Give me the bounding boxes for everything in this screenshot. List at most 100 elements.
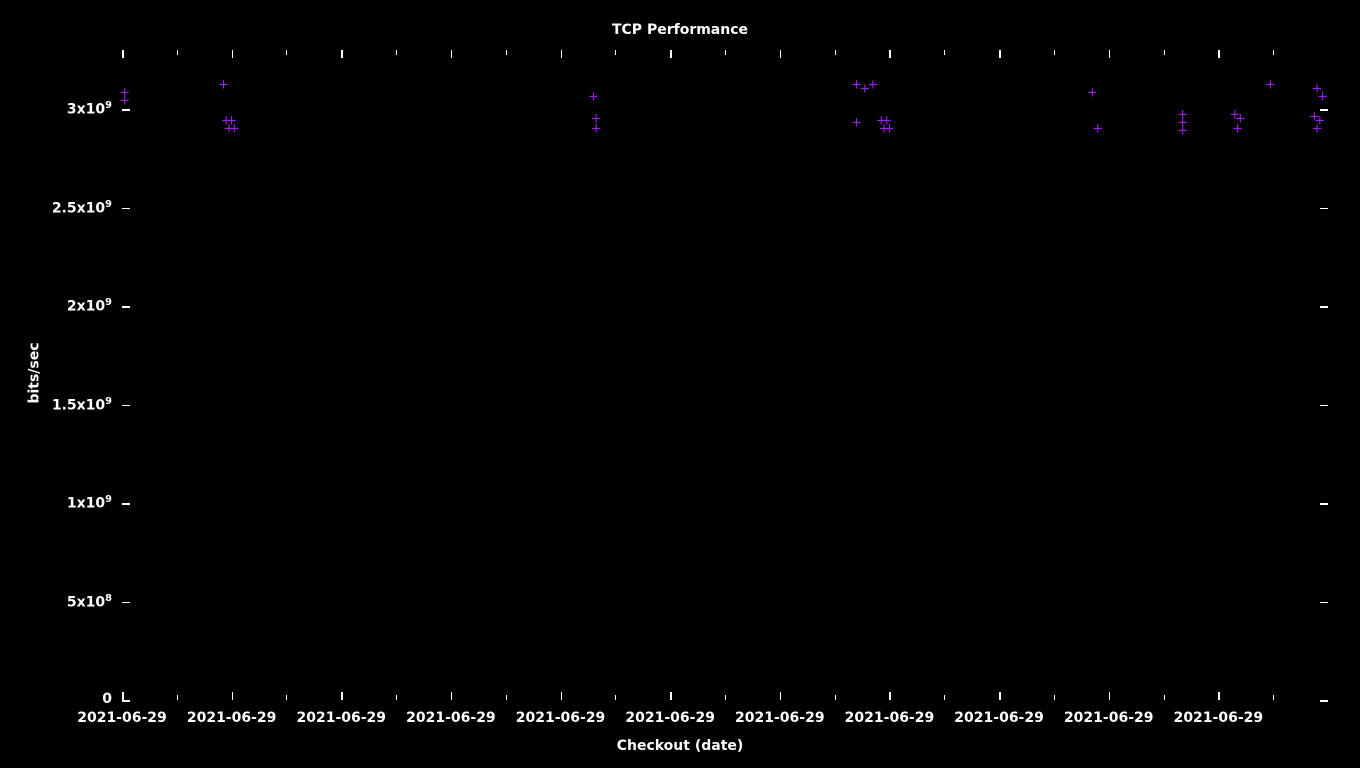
x-minor-tick xyxy=(506,695,507,700)
x-minor-tick xyxy=(835,50,836,55)
y-tick xyxy=(122,109,130,111)
y-tick xyxy=(1320,503,1328,505)
x-tick-label: 2021-06-29 xyxy=(77,710,167,726)
data-point: + xyxy=(881,114,892,127)
x-minor-tick xyxy=(1054,50,1055,55)
y-tick-label: 0 xyxy=(102,691,112,707)
data-point: + xyxy=(1232,122,1243,135)
y-tick xyxy=(1320,405,1328,407)
y-tick xyxy=(1320,700,1328,702)
y-tick-label: 1x109 xyxy=(67,494,112,512)
x-tick xyxy=(1218,692,1220,700)
data-point: + xyxy=(868,79,879,92)
x-tick xyxy=(451,50,453,58)
x-tick xyxy=(341,692,343,700)
x-minor-tick xyxy=(1164,695,1165,700)
x-tick xyxy=(122,50,124,58)
y-tick xyxy=(122,602,130,604)
x-tick xyxy=(341,50,343,58)
data-point: + xyxy=(1235,112,1246,125)
data-point: + xyxy=(1177,124,1188,137)
x-minor-tick xyxy=(286,50,287,55)
data-point: + xyxy=(1265,79,1276,92)
x-tick-label: 2021-06-29 xyxy=(187,710,277,726)
x-tick xyxy=(670,50,672,58)
x-tick xyxy=(561,692,563,700)
x-minor-tick xyxy=(615,695,616,700)
data-point: + xyxy=(1312,83,1323,96)
x-tick xyxy=(232,50,234,58)
x-tick-label: 2021-06-29 xyxy=(1174,710,1264,726)
data-point: + xyxy=(226,114,237,127)
data-point: + xyxy=(588,91,599,104)
x-tick xyxy=(1109,50,1111,58)
y-tick xyxy=(1320,208,1328,210)
x-minor-tick xyxy=(1273,50,1274,55)
data-point: + xyxy=(1317,91,1328,104)
x-tick-label: 2021-06-29 xyxy=(625,710,715,726)
y-tick-label: 3x109 xyxy=(67,100,112,118)
x-minor-tick xyxy=(396,50,397,55)
x-tick-label: 2021-06-29 xyxy=(406,710,496,726)
x-minor-tick xyxy=(286,695,287,700)
data-point: + xyxy=(1309,110,1320,123)
data-point: + xyxy=(879,122,890,135)
data-point: + xyxy=(884,122,895,135)
x-tick xyxy=(232,692,234,700)
x-tick xyxy=(1109,692,1111,700)
x-minor-tick xyxy=(396,695,397,700)
data-point: + xyxy=(1092,122,1103,135)
data-point: + xyxy=(1177,109,1188,122)
x-tick xyxy=(889,50,891,58)
data-point: + xyxy=(876,114,887,127)
x-tick xyxy=(999,50,1001,58)
data-point: + xyxy=(218,79,229,92)
x-axis-label: Checkout (date) xyxy=(0,738,1360,754)
x-minor-tick xyxy=(1054,695,1055,700)
data-point: + xyxy=(851,79,862,92)
data-point: + xyxy=(859,83,870,96)
y-tick-label: 2.5x109 xyxy=(52,199,112,217)
x-minor-tick xyxy=(506,50,507,55)
x-minor-tick xyxy=(1164,50,1165,55)
y-tick xyxy=(122,306,130,308)
y-tick xyxy=(122,405,130,407)
data-point: + xyxy=(221,114,232,127)
data-point: + xyxy=(851,116,862,129)
x-minor-tick xyxy=(725,50,726,55)
x-minor-tick xyxy=(177,50,178,55)
x-tick-label: 2021-06-29 xyxy=(296,710,386,726)
x-tick xyxy=(889,692,891,700)
data-point: + xyxy=(1087,87,1098,100)
y-tick-label: 2x109 xyxy=(67,297,112,315)
x-tick-label: 2021-06-29 xyxy=(954,710,1044,726)
y-tick xyxy=(122,208,130,210)
x-minor-tick xyxy=(1273,695,1274,700)
y-tick xyxy=(122,503,130,505)
y-tick xyxy=(1320,109,1328,111)
y-tick xyxy=(122,700,130,702)
x-tick-label: 2021-06-29 xyxy=(845,710,935,726)
y-axis-label: bits/sec xyxy=(27,342,43,403)
x-tick-label: 2021-06-29 xyxy=(1064,710,1154,726)
x-tick xyxy=(780,692,782,700)
x-minor-tick xyxy=(725,695,726,700)
y-tick-label: 5x108 xyxy=(67,593,112,611)
data-point: + xyxy=(591,112,602,125)
x-tick-label: 2021-06-29 xyxy=(516,710,606,726)
data-point: + xyxy=(591,122,602,135)
data-point: + xyxy=(229,122,240,135)
x-tick xyxy=(670,692,672,700)
x-tick-label: 2021-06-29 xyxy=(735,710,825,726)
x-minor-tick xyxy=(944,50,945,55)
y-tick-label: 1.5x109 xyxy=(52,396,112,414)
chart-title: TCP Performance xyxy=(0,22,1360,38)
x-tick xyxy=(561,50,563,58)
x-tick xyxy=(999,692,1001,700)
x-minor-tick xyxy=(177,695,178,700)
y-tick xyxy=(1320,306,1328,308)
data-point: + xyxy=(1177,116,1188,129)
data-point: + xyxy=(1314,114,1325,127)
x-tick xyxy=(122,692,124,700)
x-tick xyxy=(780,50,782,58)
